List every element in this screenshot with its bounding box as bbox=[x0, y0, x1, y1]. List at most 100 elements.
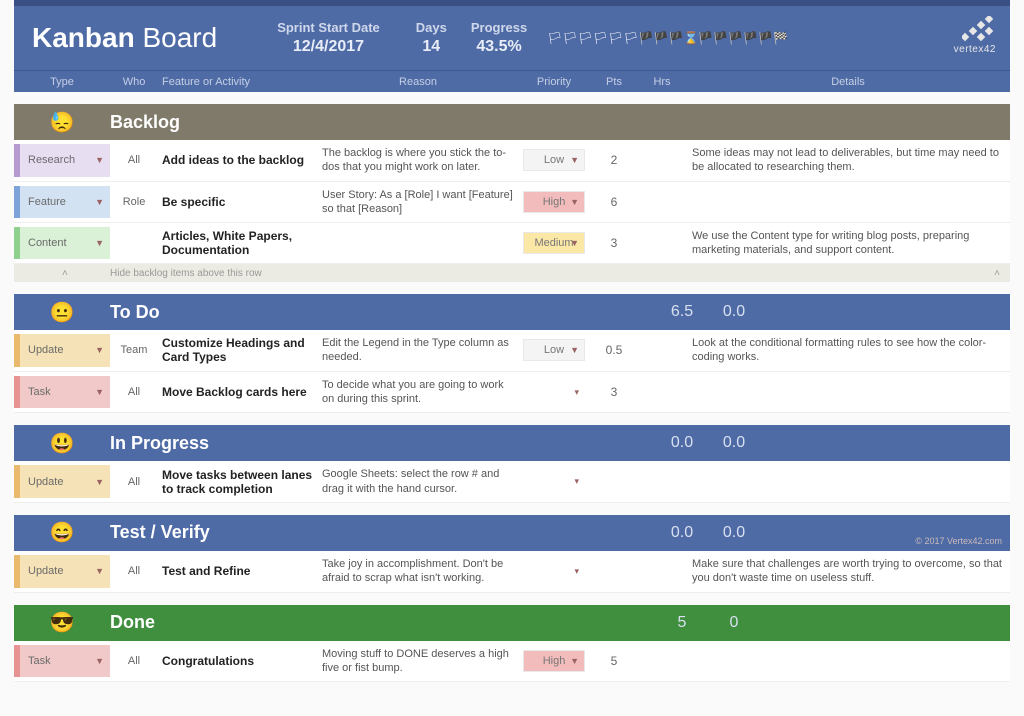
card-row[interactable]: Task▼AllMove Backlog cards hereTo decide… bbox=[14, 372, 1010, 414]
type-dropdown[interactable]: Update▼ bbox=[20, 465, 110, 498]
feature-cell[interactable]: Be specific bbox=[158, 186, 318, 219]
card-row[interactable]: Feature▼RoleBe specificUser Story: As a … bbox=[14, 182, 1010, 224]
details-cell[interactable]: Some ideas may not lead to deliverables,… bbox=[686, 144, 1010, 177]
card-row[interactable]: Content▼ Articles, White Papers, Document… bbox=[14, 223, 1010, 264]
feature-cell[interactable]: Move tasks between lanes to track comple… bbox=[158, 465, 318, 498]
hide-backlog-row[interactable]: ˄Hide backlog items above this row˄ bbox=[14, 264, 1010, 282]
col-reason[interactable]: Reason bbox=[318, 76, 518, 88]
feature-cell[interactable]: Add ideas to the backlog bbox=[158, 144, 318, 177]
who-cell[interactable]: Team bbox=[110, 334, 158, 367]
reason-cell[interactable]: To decide what you are going to work on … bbox=[318, 376, 518, 409]
section-header[interactable]: 😐To Do6.50.0 bbox=[14, 294, 1010, 330]
priority-dropdown[interactable]: Low▼ bbox=[523, 149, 585, 171]
who-cell[interactable]: All bbox=[110, 465, 158, 498]
pts-cell[interactable] bbox=[590, 555, 638, 588]
details-cell[interactable]: Look at the conditional formatting rules… bbox=[686, 334, 1010, 367]
pts-cell[interactable] bbox=[590, 465, 638, 498]
reason-cell[interactable]: Google Sheets: select the row # and drag… bbox=[318, 465, 518, 498]
card-row[interactable]: Update▼AllMove tasks between lanes to tr… bbox=[14, 461, 1010, 503]
hrs-cell[interactable] bbox=[638, 465, 686, 498]
hrs-cell[interactable] bbox=[638, 555, 686, 588]
priority-dropdown[interactable]: Medium▼ bbox=[523, 232, 585, 254]
section-todo: 😐To Do6.50.0Update▼TeamCustomize Heading… bbox=[14, 294, 1010, 413]
reason-cell[interactable]: The backlog is where you stick the to-do… bbox=[318, 144, 518, 177]
priority-dropdown[interactable]: ▾ bbox=[523, 471, 585, 493]
who-cell[interactable] bbox=[110, 227, 158, 259]
hrs-cell[interactable] bbox=[638, 186, 686, 219]
card-row[interactable]: Task▼AllCongratulationsMoving stuff to D… bbox=[14, 641, 1010, 683]
pts-cell[interactable]: 6 bbox=[590, 186, 638, 219]
feature-cell[interactable]: Congratulations bbox=[158, 645, 318, 678]
priority-dropdown[interactable]: ▾ bbox=[523, 381, 585, 403]
progress-flags: 🏳🏳🏳🏳🏳🏳🏴🏴🏴⌛🏴🏴🏴🏴🏴🏁 bbox=[547, 31, 788, 45]
details-cell[interactable] bbox=[686, 186, 1010, 219]
feature-cell[interactable]: Move Backlog cards here bbox=[158, 376, 318, 409]
feature-cell[interactable]: Articles, White Papers, Documentation bbox=[158, 227, 318, 259]
details-cell[interactable]: We use the Content type for writing blog… bbox=[686, 227, 1010, 259]
hrs-cell[interactable] bbox=[638, 144, 686, 177]
col-who[interactable]: Who bbox=[110, 76, 158, 88]
section-header[interactable]: 😓Backlog bbox=[14, 104, 1010, 140]
section-title: Done bbox=[110, 612, 584, 633]
hrs-cell[interactable] bbox=[638, 376, 686, 409]
chevron-down-icon: ▼ bbox=[570, 155, 579, 165]
col-hrs[interactable]: Hrs bbox=[638, 76, 686, 88]
reason-cell[interactable] bbox=[318, 227, 518, 259]
hrs-cell[interactable] bbox=[638, 645, 686, 678]
type-dropdown[interactable]: Update▼ bbox=[20, 334, 110, 367]
who-cell[interactable]: All bbox=[110, 144, 158, 177]
details-cell[interactable] bbox=[686, 465, 1010, 498]
reason-cell[interactable]: Moving stuff to DONE deserves a high fiv… bbox=[318, 645, 518, 678]
priority-dropdown[interactable]: High▼ bbox=[523, 650, 585, 672]
col-pts[interactable]: Pts bbox=[590, 76, 638, 88]
section-face-icon: 😄 bbox=[14, 520, 110, 545]
reason-cell[interactable]: Take joy in accomplishment. Don't be afr… bbox=[318, 555, 518, 588]
sprint-start-block: Sprint Start Date 12/4/2017 bbox=[277, 20, 380, 56]
type-dropdown[interactable]: Update▼ bbox=[20, 555, 110, 588]
section-pts: 5 bbox=[656, 614, 708, 632]
priority-dropdown[interactable]: High▼ bbox=[523, 191, 585, 213]
pts-cell[interactable]: 3 bbox=[590, 376, 638, 409]
col-type[interactable]: Type bbox=[14, 76, 110, 88]
pts-cell[interactable]: 2 bbox=[590, 144, 638, 177]
reason-cell[interactable]: User Story: As a [Role] I want [Feature]… bbox=[318, 186, 518, 219]
pts-cell[interactable]: 3 bbox=[590, 227, 638, 259]
col-feature[interactable]: Feature or Activity bbox=[158, 76, 318, 88]
pts-cell[interactable]: 0.5 bbox=[590, 334, 638, 367]
brand-logo: vertex42 bbox=[954, 16, 996, 55]
chevron-down-icon: ▾ bbox=[574, 566, 579, 577]
hrs-cell[interactable] bbox=[638, 227, 686, 259]
card-row[interactable]: Update▼TeamCustomize Headings and Card T… bbox=[14, 330, 1010, 372]
col-priority[interactable]: Priority bbox=[518, 76, 590, 88]
feature-cell[interactable]: Test and Refine bbox=[158, 555, 318, 588]
details-cell[interactable] bbox=[686, 376, 1010, 409]
chevron-down-icon: ▼ bbox=[95, 197, 104, 207]
who-cell[interactable]: All bbox=[110, 645, 158, 678]
chevron-down-icon: ▼ bbox=[95, 477, 104, 487]
reason-cell[interactable]: Edit the Legend in the Type column as ne… bbox=[318, 334, 518, 367]
section-header[interactable]: 😃In Progress0.00.0 bbox=[14, 425, 1010, 461]
type-dropdown[interactable]: Content▼ bbox=[20, 227, 110, 259]
feature-cell[interactable]: Customize Headings and Card Types bbox=[158, 334, 318, 367]
who-cell[interactable]: All bbox=[110, 376, 158, 409]
details-cell[interactable]: Make sure that challenges are worth tryi… bbox=[686, 555, 1010, 588]
priority-dropdown[interactable]: ▾ bbox=[523, 560, 585, 582]
copyright-text: © 2017 Vertex42.com bbox=[915, 536, 1002, 546]
card-row[interactable]: Research▼AllAdd ideas to the backlogThe … bbox=[14, 140, 1010, 182]
type-dropdown[interactable]: Task▼ bbox=[20, 645, 110, 678]
hrs-cell[interactable] bbox=[638, 334, 686, 367]
details-cell[interactable] bbox=[686, 645, 1010, 678]
col-details[interactable]: Details bbox=[686, 76, 1010, 88]
section-header[interactable]: 😎Done50 bbox=[14, 605, 1010, 641]
pts-cell[interactable]: 5 bbox=[590, 645, 638, 678]
section-header[interactable]: 😄Test / Verify0.00.0 bbox=[14, 515, 1010, 551]
chevron-down-icon: ▼ bbox=[95, 566, 104, 576]
section-title: In Progress bbox=[110, 433, 584, 454]
who-cell[interactable]: Role bbox=[110, 186, 158, 219]
card-row[interactable]: Update▼AllTest and RefineTake joy in acc… bbox=[14, 551, 1010, 593]
who-cell[interactable]: All bbox=[110, 555, 158, 588]
priority-dropdown[interactable]: Low▼ bbox=[523, 339, 585, 361]
type-dropdown[interactable]: Task▼ bbox=[20, 376, 110, 409]
type-dropdown[interactable]: Research▼ bbox=[20, 144, 110, 177]
type-dropdown[interactable]: Feature▼ bbox=[20, 186, 110, 219]
